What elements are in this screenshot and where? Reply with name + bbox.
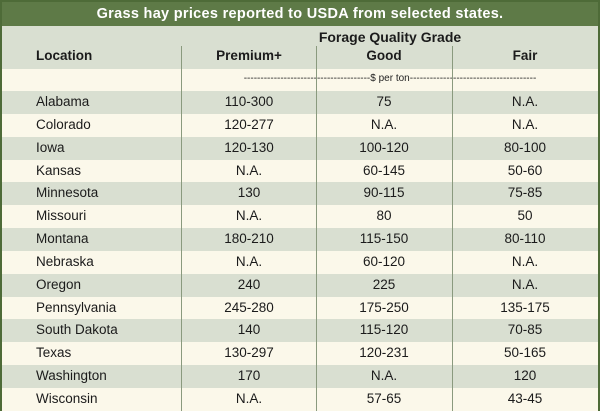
table-row: Colorado 120-277 N.A. N.A. xyxy=(2,113,598,137)
cell-location: Kansas xyxy=(36,162,82,178)
cell-premium: 170 xyxy=(237,368,261,384)
cell-fair: 80-110 xyxy=(504,231,546,247)
cell-fair: N.A. xyxy=(511,276,539,292)
cell-location: Pennsylvania xyxy=(36,299,117,315)
table-row: Montana 180-210 115-150 80-110 xyxy=(2,228,598,251)
cell-premium: N.A. xyxy=(235,390,263,406)
table-row: Pennsylvania 245-280 175-250 135-175 xyxy=(2,296,598,320)
table-row: Missouri N.A. 80 50 xyxy=(2,205,598,229)
header-forage-quality-grade: Forage Quality Grade xyxy=(318,29,462,45)
header-location: Location xyxy=(36,48,93,63)
cell-location: Oregon xyxy=(36,276,82,292)
cell-premium: N.A. xyxy=(235,208,263,224)
table-row: Iowa 120-130 100-120 80-100 xyxy=(2,136,598,160)
column-divider xyxy=(452,46,453,411)
cell-premium: N.A. xyxy=(235,253,263,269)
table-row: Wisconsin N.A. 57-65 43-45 xyxy=(2,387,598,411)
cell-fair: 80-100 xyxy=(503,139,547,155)
cell-location: Montana xyxy=(36,231,89,247)
cell-good: 80 xyxy=(376,208,392,224)
cell-fair: N.A. xyxy=(511,94,539,109)
table-row: Minnesota 130 90-115 75-85 xyxy=(2,182,598,206)
table-row: South Dakota 140 115-120 70-85 xyxy=(2,319,598,343)
cell-good: N.A. xyxy=(370,368,398,384)
cell-fair: N.A. xyxy=(511,116,539,132)
cell-location: Iowa xyxy=(36,139,65,155)
cell-good: 120-231 xyxy=(359,345,409,361)
cell-fair: N.A. xyxy=(511,253,539,269)
table-row: Oregon 240 225 N.A. xyxy=(2,273,598,297)
cell-premium: 110-300 xyxy=(224,94,274,109)
cell-premium: 180-210 xyxy=(224,231,274,247)
cell-good: 57-65 xyxy=(366,390,402,406)
cell-location: Colorado xyxy=(36,116,91,132)
header-premium: Premium+ xyxy=(216,48,282,63)
cell-location: Washington xyxy=(36,368,107,384)
cell-fair: 120 xyxy=(513,368,537,384)
cell-location: South Dakota xyxy=(36,322,118,338)
cell-good: 60-120 xyxy=(362,253,406,269)
table-row: Nebraska N.A. 60-120 N.A. xyxy=(2,250,598,274)
cell-premium: 240 xyxy=(237,276,261,292)
cell-premium: N.A. xyxy=(235,162,263,178)
table-title: Grass hay prices reported to USDA from s… xyxy=(2,2,598,26)
cell-good: 90-115 xyxy=(363,185,405,201)
cell-fair: 43-45 xyxy=(507,390,543,406)
header-fair: Fair xyxy=(512,48,538,63)
cell-good: 100-120 xyxy=(359,139,409,155)
cell-premium: 140 xyxy=(237,322,261,338)
cell-fair: 70-85 xyxy=(507,322,543,338)
cell-premium: 130-297 xyxy=(224,345,274,361)
cell-location: Missouri xyxy=(36,208,87,224)
table-row: Kansas N.A. 60-145 50-60 xyxy=(2,159,598,183)
cell-good: 225 xyxy=(372,276,396,292)
table-row: Texas 130-297 120-231 50-165 xyxy=(2,342,598,366)
cell-fair: 50 xyxy=(517,208,533,224)
cell-fair: 50-165 xyxy=(503,345,547,361)
cell-good: N.A. xyxy=(370,116,398,132)
cell-good: 75 xyxy=(376,94,392,109)
cell-premium: 120-277 xyxy=(224,116,274,132)
table-row: Alabama 110-300 75 N.A. xyxy=(2,91,598,114)
cell-location: Alabama xyxy=(36,94,90,109)
table-row: Washington 170 N.A. 120 xyxy=(2,365,598,388)
column-divider xyxy=(181,46,182,411)
cell-fair: 50-60 xyxy=(507,162,543,178)
table-header: Location Forage Quality Grade Premium+ G… xyxy=(2,26,598,69)
cell-good: 115-150 xyxy=(359,231,409,247)
cell-good: 175-250 xyxy=(359,299,409,315)
cell-location: Texas xyxy=(36,345,72,361)
cell-premium: 130 xyxy=(237,185,261,201)
units-label: --------------------------------------$ … xyxy=(243,73,537,84)
cell-premium: 120-130 xyxy=(224,139,274,155)
cell-good: 60-145 xyxy=(362,162,406,178)
cell-fair: 75-85 xyxy=(507,185,543,201)
cell-location: Nebraska xyxy=(36,253,94,269)
cell-location: Minnesota xyxy=(36,185,99,201)
cell-good: 115-120 xyxy=(359,322,409,338)
column-divider xyxy=(316,46,317,411)
cell-location: Wisconsin xyxy=(36,390,98,406)
cell-premium: 245-280 xyxy=(224,299,274,315)
table-body: Alabama 110-300 75 N.A. Colorado 120-277 N.A. N… xyxy=(2,91,598,411)
units-row: --------------------------------------$ … xyxy=(2,69,598,91)
cell-fair: 135-175 xyxy=(500,299,550,315)
header-good: Good xyxy=(366,48,402,63)
